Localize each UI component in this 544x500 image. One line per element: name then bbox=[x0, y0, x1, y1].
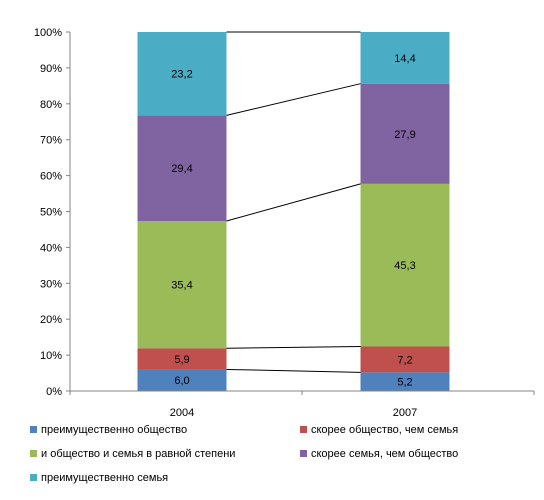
data-label: 14,4 bbox=[394, 53, 415, 65]
legend-swatch-icon bbox=[300, 426, 307, 433]
y-tick-label: 40% bbox=[40, 242, 62, 254]
data-label: 27,9 bbox=[394, 129, 415, 141]
bar-segment bbox=[360, 372, 450, 391]
x-tick-label: 2007 bbox=[393, 407, 417, 419]
bar-segment bbox=[137, 348, 227, 370]
y-tick-label: 90% bbox=[40, 63, 62, 75]
data-label: 5,2 bbox=[397, 377, 412, 389]
legend-item-series-1: преимущественно общество bbox=[30, 424, 187, 436]
legend-label: скорее общество, чем семья bbox=[311, 424, 459, 436]
series-lines bbox=[226, 31, 361, 373]
legend-label: и общество и семья в равной степени bbox=[41, 448, 236, 460]
legend-label: преимущественно общество bbox=[41, 424, 188, 436]
bar-segment bbox=[137, 115, 227, 222]
bar-segment bbox=[360, 83, 450, 184]
bar-segment bbox=[360, 32, 450, 84]
data-label: 6,0 bbox=[174, 375, 189, 387]
series-line bbox=[226, 83, 361, 116]
legend-swatch-icon bbox=[300, 450, 307, 457]
bar-segment bbox=[360, 183, 450, 347]
series-line bbox=[226, 368, 361, 373]
y-axis: 0% 10% 20% 30% 40% 50% 60% 70% 80% 90% 100% bbox=[34, 27, 71, 398]
series-line bbox=[226, 345, 361, 349]
legend-label: преимущественно семья bbox=[41, 472, 169, 484]
legend-item-series-4: скорее семья, чем общество bbox=[300, 448, 458, 460]
x-axis: 2004 2007 bbox=[69, 390, 535, 419]
bar-segment bbox=[360, 346, 450, 373]
data-label: 29,4 bbox=[171, 163, 192, 175]
data-labels: 6,0 5,9 35,4 29,4 23,2 5,2 7,2 45,3 27,9 14,4 bbox=[171, 53, 415, 389]
legend-item-series-2: скорее общество, чем семья bbox=[300, 424, 458, 436]
data-label: 7,2 bbox=[397, 354, 412, 366]
y-tick-label: 10% bbox=[40, 350, 62, 362]
y-tick-label: 80% bbox=[40, 99, 62, 111]
legend-swatch-icon bbox=[30, 474, 37, 481]
legend-swatch-icon bbox=[30, 450, 37, 457]
data-label: 5,9 bbox=[174, 354, 189, 366]
data-label: 23,2 bbox=[171, 69, 192, 81]
data-label: 35,4 bbox=[171, 280, 192, 292]
series-line bbox=[226, 183, 361, 222]
y-tick-label: 60% bbox=[40, 171, 62, 183]
legend-item-series-3: и общество и семья в равной степени bbox=[30, 448, 235, 460]
y-tick-label: 30% bbox=[40, 278, 62, 290]
y-tick-label: 20% bbox=[40, 314, 62, 326]
bar-segment bbox=[137, 221, 227, 349]
y-tick-label: 50% bbox=[40, 207, 62, 219]
bar-segment bbox=[137, 32, 227, 116]
bars bbox=[137, 32, 450, 391]
y-tick-label: 0% bbox=[46, 386, 62, 398]
legend-swatch-icon bbox=[30, 426, 37, 433]
data-label: 45,3 bbox=[394, 260, 415, 272]
y-tick-label: 100% bbox=[34, 27, 62, 39]
y-tick-label: 70% bbox=[40, 135, 62, 147]
x-tick-label: 2004 bbox=[170, 407, 194, 419]
bar-segment bbox=[137, 369, 227, 391]
stacked-bar-chart: 0% 10% 20% 30% 40% 50% 60% 70% 80% 90% 100% 6,0 5,9… bbox=[34, 27, 535, 419]
legend-item-series-5: преимущественно семья bbox=[30, 472, 168, 484]
legend-label: скорее семья, чем общество bbox=[311, 448, 459, 460]
